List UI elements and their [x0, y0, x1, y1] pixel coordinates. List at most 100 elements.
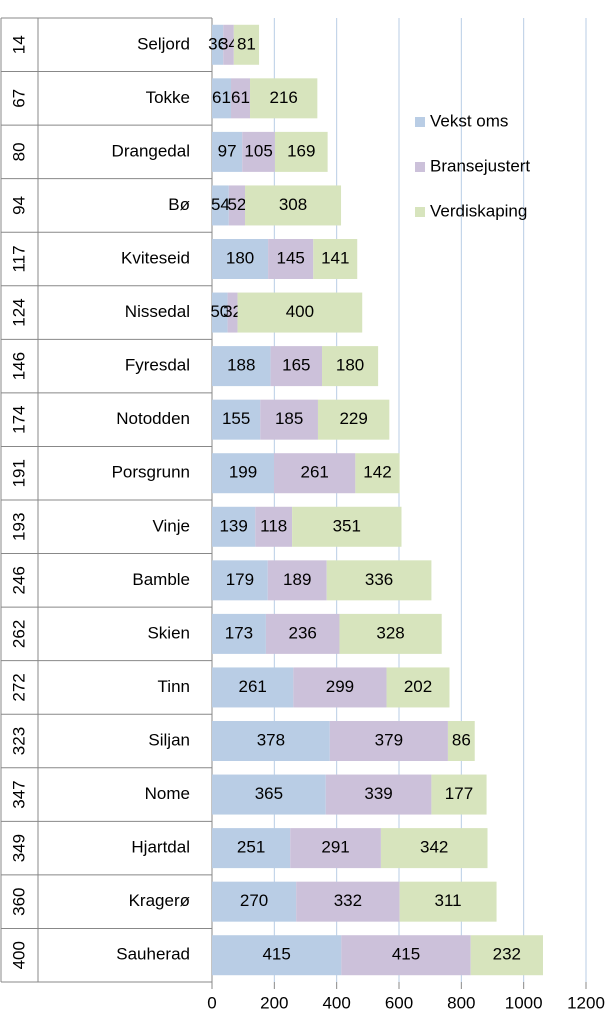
- bar-segment: [470, 935, 543, 976]
- data-label: 145: [277, 248, 305, 267]
- bar-segment: [227, 292, 238, 333]
- category-group-label: 349: [9, 834, 28, 862]
- data-label: 365: [255, 784, 283, 803]
- bar-segment: [322, 346, 379, 387]
- data-label: 86: [452, 730, 471, 749]
- data-label: 291: [321, 838, 349, 857]
- data-label: 139: [219, 516, 247, 535]
- y-tick-label: Tokke: [146, 88, 190, 107]
- category-group-label: 246: [9, 566, 28, 594]
- category-group-label: 117: [9, 245, 28, 272]
- y-tick-label: Seljord: [137, 34, 190, 53]
- x-tick-label: 1000: [505, 993, 543, 1012]
- legend-swatch: [415, 207, 425, 217]
- data-label: 141: [321, 248, 349, 267]
- legend-label: Vekst oms: [430, 111, 508, 130]
- data-label: 169: [287, 141, 315, 160]
- data-label: 97: [218, 141, 237, 160]
- data-label: 180: [226, 248, 254, 267]
- y-tick-label: Notodden: [116, 409, 190, 428]
- category-group-label: 400: [9, 941, 28, 969]
- data-label: 378: [257, 730, 285, 749]
- category-group-label: 323: [9, 727, 28, 755]
- bar-segment: [265, 613, 340, 654]
- bar-segment: [233, 24, 260, 65]
- bar-segment: [212, 185, 229, 226]
- bar-segment: [268, 239, 314, 279]
- data-label: 105: [244, 141, 272, 160]
- data-label: 328: [376, 623, 404, 642]
- data-label: 236: [289, 623, 317, 642]
- bar-segment: [293, 667, 387, 708]
- x-tick-label: 400: [322, 993, 350, 1012]
- category-group-label: 272: [9, 673, 28, 701]
- data-label: 229: [339, 409, 367, 428]
- y-tick-label: Bø: [168, 195, 190, 214]
- category-group-label: 124: [9, 298, 28, 326]
- bar-segment: [212, 78, 232, 119]
- bar-segment: [212, 292, 228, 333]
- y-tick-label: Siljan: [148, 730, 190, 749]
- legend-label: Verdiskaping: [430, 201, 527, 220]
- bar-segment: [212, 131, 243, 172]
- bar-segment: [329, 721, 448, 761]
- y-tick-label: Fyresdal: [125, 356, 190, 375]
- bar-segment: [245, 185, 342, 226]
- data-label: 351: [333, 516, 361, 535]
- data-label: 379: [375, 730, 403, 749]
- y-tick-label: Sauherad: [116, 945, 190, 964]
- data-label: 251: [237, 838, 265, 857]
- category-group-label: 360: [9, 887, 28, 915]
- y-tick-label: Nome: [145, 784, 190, 803]
- bar-segment: [274, 131, 328, 172]
- data-label: 400: [286, 302, 314, 321]
- data-label: 332: [334, 891, 362, 910]
- bar-segment: [212, 560, 268, 601]
- y-tick-label: Nissedal: [125, 302, 190, 321]
- y-tick-label: Kragerø: [129, 891, 190, 910]
- data-label: 155: [222, 409, 250, 428]
- bar-segment: [231, 78, 251, 119]
- y-tick-label: Bamble: [132, 570, 190, 589]
- bar-segment: [292, 506, 402, 547]
- bar-segment: [341, 935, 471, 976]
- data-label: 311: [435, 891, 462, 910]
- bar-segment: [274, 453, 356, 494]
- bar-segment: [212, 881, 297, 922]
- y-tick-label: Tinn: [158, 677, 190, 696]
- bar-segment: [242, 131, 275, 172]
- bar-segment: [267, 560, 327, 601]
- bar-segment: [399, 881, 497, 922]
- data-label: 199: [229, 463, 257, 482]
- bar-segment: [317, 399, 390, 440]
- bar-segment: [212, 239, 269, 279]
- x-tick-label: 600: [385, 993, 413, 1012]
- legend-label: Bransejustert: [430, 156, 530, 175]
- bar-segment: [339, 613, 442, 654]
- bar-segment: [255, 506, 293, 547]
- bar-segment: [260, 399, 318, 440]
- y-tick-label: Drangedal: [112, 141, 190, 160]
- bar-segment: [296, 881, 400, 922]
- data-label: 299: [326, 677, 354, 696]
- data-label: 54: [211, 195, 230, 214]
- legend-swatch: [415, 117, 425, 127]
- bar-segment: [431, 774, 487, 815]
- bar-segment: [212, 506, 256, 547]
- y-tick-label: Hjartdal: [131, 838, 190, 857]
- data-label: 52: [227, 195, 246, 214]
- data-label: 415: [262, 945, 290, 964]
- category-group-label: 191: [9, 459, 28, 487]
- data-label: 118: [260, 516, 287, 535]
- data-label: 173: [225, 623, 253, 642]
- data-label: 185: [275, 409, 303, 428]
- bar-segment: [212, 721, 330, 761]
- data-label: 339: [364, 784, 392, 803]
- data-label: 165: [282, 356, 310, 375]
- category-group-label: 67: [9, 89, 28, 108]
- bar-segment: [212, 346, 271, 387]
- category-group-label: 193: [9, 513, 28, 541]
- data-label: 261: [301, 463, 329, 482]
- data-label: 216: [269, 88, 297, 107]
